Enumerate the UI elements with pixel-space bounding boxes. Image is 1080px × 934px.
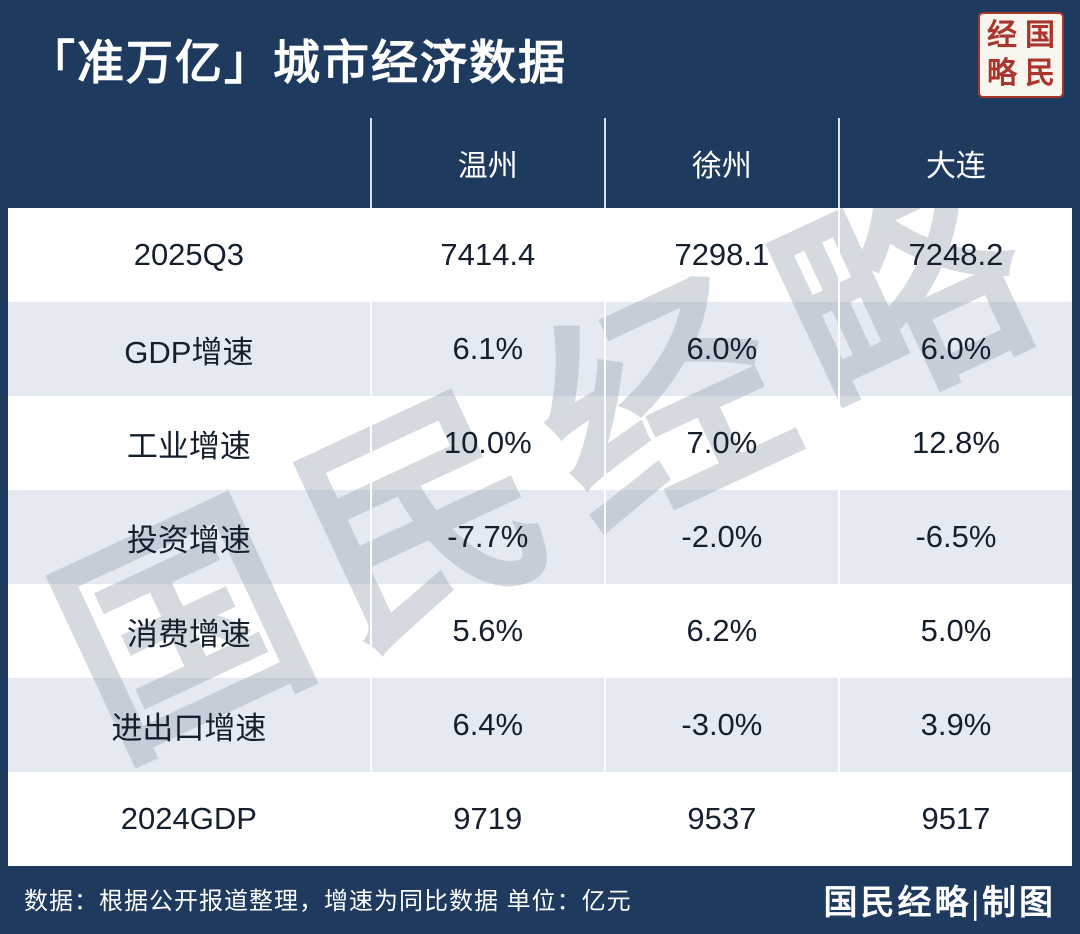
brand-seal-logo: 经 国 略 民 bbox=[978, 12, 1064, 98]
cell-value: -6.5% bbox=[837, 490, 1072, 584]
table-row: 投资增速 -7.7% -2.0% -6.5% bbox=[8, 490, 1072, 584]
cell-value: 7.0% bbox=[603, 396, 838, 490]
seal-char-jing: 经 bbox=[987, 19, 1017, 52]
cell-value: -2.0% bbox=[603, 490, 838, 584]
table-row: GDP增速 6.1% 6.0% 6.0% bbox=[8, 302, 1072, 396]
header-cell-empty bbox=[8, 118, 370, 208]
row-label: 工业增速 bbox=[126, 428, 251, 464]
economic-data-table: 国民经略 温州 徐州 大连 2025Q3 7414.4 7298.1 7248.… bbox=[8, 118, 1080, 866]
table-header-row: 温州 徐州 大连 bbox=[8, 118, 1072, 208]
table-row: 消费增速 5.6% 6.2% 5.0% bbox=[8, 584, 1072, 678]
cell-value: 7248.2 bbox=[837, 208, 1072, 302]
row-label: 投资增速 bbox=[126, 522, 251, 558]
table-row: 2025Q3 7414.4 7298.1 7248.2 bbox=[8, 208, 1072, 302]
cell-value: 5.6% bbox=[369, 584, 604, 678]
cell-value: 6.1% bbox=[369, 302, 604, 396]
cell-value: 7414.4 bbox=[369, 208, 604, 302]
seal-char-guo: 国 bbox=[1025, 19, 1055, 52]
table-row: 2024GDP 9719 9537 9517 bbox=[8, 772, 1072, 866]
seal-char-lue: 略 bbox=[987, 57, 1017, 90]
cell-value: 7298.1 bbox=[603, 208, 838, 302]
table-row: 进出口增速 6.4% -3.0% 3.9% bbox=[8, 678, 1072, 772]
page-title: 「准万亿」城市经济数据 bbox=[28, 36, 567, 89]
cell-value: -7.7% bbox=[369, 490, 604, 584]
cell-value: 9517 bbox=[837, 772, 1072, 866]
cell-value: 3.9% bbox=[837, 678, 1072, 772]
cell-value: 6.2% bbox=[603, 584, 838, 678]
row-label: 消费增速 bbox=[126, 616, 251, 652]
cell-value: 10.0% bbox=[369, 396, 604, 490]
header-cell-xuzhou: 徐州 bbox=[603, 118, 838, 208]
row-label: 2024GDP bbox=[120, 801, 257, 836]
row-label: GDP增速 bbox=[124, 334, 254, 370]
cell-value: 9719 bbox=[369, 772, 604, 866]
cell-value: 6.4% bbox=[369, 678, 604, 772]
header-cell-dalian: 大连 bbox=[837, 118, 1072, 208]
header-cell-wenzhou: 温州 bbox=[369, 118, 604, 208]
cell-value: 6.0% bbox=[603, 302, 838, 396]
row-label: 2025Q3 bbox=[133, 237, 245, 272]
table-row: 工业增速 10.0% 7.0% 12.8% bbox=[8, 396, 1072, 490]
cell-value: -3.0% bbox=[603, 678, 838, 772]
cell-value: 9537 bbox=[603, 772, 838, 866]
cell-value: 5.0% bbox=[837, 584, 1072, 678]
row-label: 进出口增速 bbox=[111, 710, 267, 746]
cell-value: 12.8% bbox=[837, 396, 1072, 490]
cell-value: 6.0% bbox=[837, 302, 1072, 396]
data-source-note: 数据：根据公开报道整理，增速为同比数据 单位：亿元 bbox=[24, 888, 632, 915]
credit-text: 国民经略|制图 bbox=[823, 885, 1056, 922]
seal-char-min: 民 bbox=[1025, 57, 1055, 90]
